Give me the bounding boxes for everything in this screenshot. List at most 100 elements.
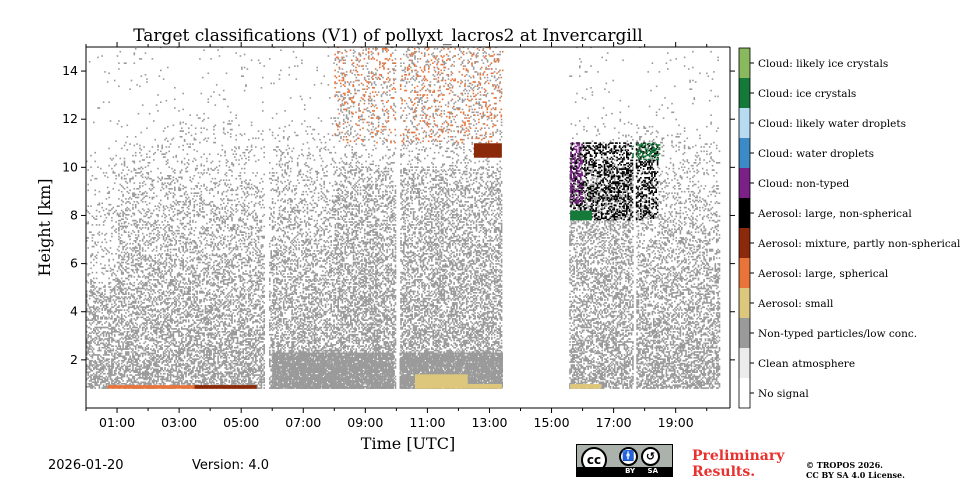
chart-mark: [134, 313, 137, 316]
chart-mark: [102, 361, 105, 363]
chart-mark: [192, 283, 194, 285]
chart-mark: [112, 258, 115, 261]
chart-mark: [181, 348, 183, 350]
chart-mark: [147, 208, 150, 210]
chart-mark: [119, 345, 122, 347]
chart-mark: [164, 177, 166, 180]
chart-mark: [122, 365, 124, 368]
chart-mark: [186, 355, 189, 358]
chart-mark: [168, 183, 170, 186]
chart-mark: [207, 318, 210, 320]
chart-mark: [105, 248, 108, 251]
chart-mark: [168, 176, 170, 179]
chart-mark: [183, 372, 186, 375]
chart-mark: [88, 341, 91, 343]
chart-mark: [122, 293, 124, 295]
chart-mark: [93, 338, 95, 340]
chart-mark: [144, 335, 147, 337]
chart-mark: [150, 244, 152, 246]
chart-mark: [190, 362, 193, 365]
chart-mark: [162, 188, 165, 190]
chart-mark: [154, 260, 156, 262]
chart-mark: [174, 193, 176, 196]
chart-mark: [120, 209, 123, 212]
chart-mark: [182, 328, 184, 330]
chart-mark: [167, 248, 169, 251]
chart-mark: [172, 292, 175, 294]
chart-mark: [88, 335, 91, 337]
chart-mark: [190, 302, 193, 304]
chart-mark: [213, 212, 215, 215]
chart-mark: [125, 253, 127, 255]
chart-mark: [189, 354, 191, 356]
chart-mark: [165, 294, 168, 297]
chart-mark: [127, 354, 130, 356]
chart-mark: [122, 355, 124, 358]
chart-mark: [157, 316, 159, 319]
chart-mark: [127, 328, 130, 330]
chart-mark: [105, 364, 108, 366]
chart-mark: [119, 348, 122, 350]
chart-mark: [133, 325, 136, 327]
chart-mark: [111, 354, 113, 356]
chart-mark: [126, 370, 129, 372]
chart-mark: [185, 302, 187, 304]
chart-mark: [188, 279, 190, 281]
chart-mark: [215, 277, 218, 280]
chart-mark: [123, 268, 126, 271]
chart-mark: [165, 320, 168, 323]
chart-mark: [158, 270, 161, 272]
chart-mark: [178, 331, 180, 333]
chart-mark: [204, 268, 207, 271]
chart-mark: [134, 299, 137, 301]
chart-mark: [193, 320, 196, 323]
chart-mark: [169, 274, 172, 277]
chart-mark: [95, 328, 98, 330]
chart-mark: [94, 242, 96, 245]
chart-mark: [120, 290, 123, 293]
chart-mark: [150, 224, 152, 226]
chart-mark: [94, 374, 96, 376]
chart-mark: [189, 216, 191, 219]
chart-mark: [126, 341, 129, 343]
chart-mark: [133, 329, 136, 332]
chart-mark: [136, 254, 138, 257]
chart-mark: [200, 299, 203, 301]
chart-mark: [140, 292, 143, 294]
chart-mark: [113, 172, 116, 174]
chart-mark: [181, 374, 183, 376]
chart-mark: [204, 244, 207, 246]
chart-mark: [214, 270, 217, 272]
chart-mark: [178, 362, 180, 365]
chart-mark: [132, 357, 134, 359]
chart-mark: [188, 146, 190, 148]
chart-mark: [151, 302, 154, 304]
chart-mark: [120, 319, 123, 321]
chart-mark: [206, 270, 208, 272]
chart-mark: [186, 332, 189, 334]
chart-mark: [97, 344, 99, 346]
chart-mark: [174, 361, 176, 363]
chart-mark: [199, 302, 201, 304]
chart-mark: [176, 361, 179, 363]
chart-mark: [171, 167, 173, 170]
chart-mark: [105, 383, 108, 385]
chart-mark: [147, 227, 150, 229]
chart-mark: [118, 250, 120, 252]
chart-mark: [130, 306, 133, 308]
chart-mark: [186, 198, 189, 200]
chart-mark: [102, 384, 105, 386]
chart-mark: [108, 281, 110, 284]
chart-mark: [134, 222, 137, 225]
chart-mark: [105, 208, 108, 210]
chart-mark: [193, 274, 196, 277]
chart-mark: [217, 362, 219, 365]
chart-mark: [196, 203, 198, 206]
chart-mark: [146, 211, 148, 213]
chart-mark: [178, 186, 180, 189]
chart-mark: [148, 305, 151, 307]
chart-mark: [90, 154, 92, 157]
chart-mark: [172, 339, 175, 342]
chart-mark: [178, 203, 180, 206]
chart-mark: [157, 371, 159, 373]
